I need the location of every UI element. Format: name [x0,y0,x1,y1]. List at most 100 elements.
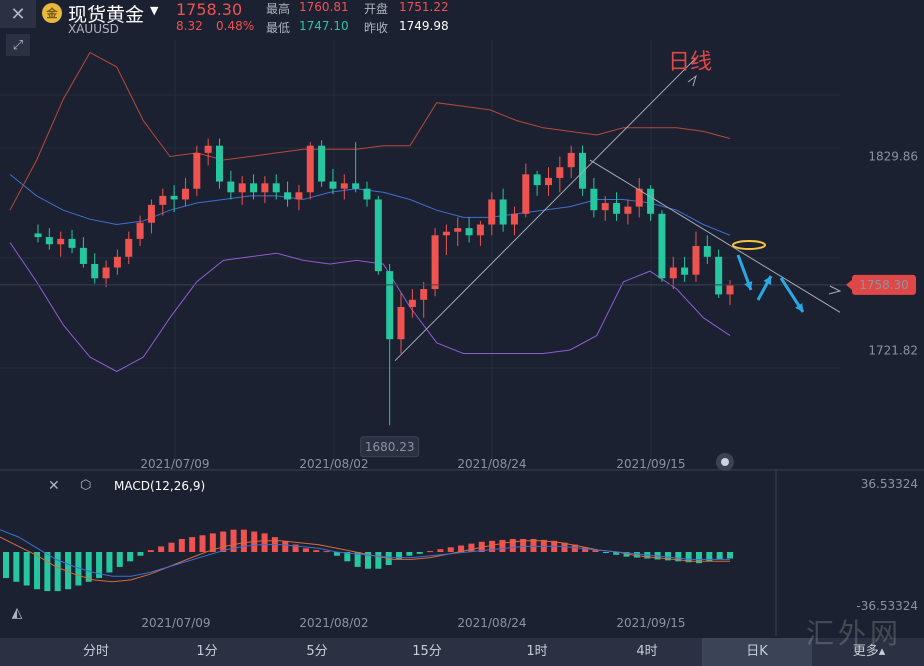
macd-histogram-bar [365,552,371,569]
macd-histogram-bar [520,538,527,552]
tab-4hour[interactable]: 4时 [636,644,658,659]
macd-date-axis-label: 2021/08/24 [457,616,526,630]
candle-body [601,203,609,211]
candle-body [204,145,212,153]
macd-histogram-bar [189,537,196,552]
candle-body [352,183,360,189]
tab-1hour[interactable]: 1时 [526,644,548,659]
macd-histogram-bar [75,552,82,586]
macd-histogram-bar [375,552,382,569]
candle-body [420,289,428,300]
macd-histogram-bar [106,552,113,573]
candle-body [193,152,201,189]
candle-body [272,183,280,193]
macd-histogram-bar [571,544,578,552]
macd-histogram-bar [499,539,506,552]
tab-15min[interactable]: 15分 [412,644,442,659]
candle-body [79,247,87,264]
gold-coin-icon: 金 [42,3,62,23]
macd-histogram-bar [302,548,309,552]
candle-body [613,203,621,214]
macd-histogram-bar [23,552,30,586]
macd-date-axis-label: 2021/09/15 [616,616,685,630]
settings-icon[interactable]: ⬡ [80,478,92,493]
candle-body [431,235,439,290]
candle-body [647,188,655,214]
macd-axis-min-label: -36.53324 [856,599,918,613]
prev-close-label: 昨收 [364,21,389,35]
macd-histogram-bar [44,552,51,592]
expand-button[interactable]: ⤢ [6,34,30,56]
indicator-icon[interactable]: ◭ [11,605,23,621]
tab-5min[interactable]: 5分 [306,644,328,659]
price-axis-label: 1829.86 [868,150,918,164]
macd-histogram-bar [333,552,340,556]
macd-histogram-bar [85,552,92,582]
price-axis-label: 1721.82 [868,343,918,357]
candle-body [45,237,53,245]
macd-histogram-bar [468,543,475,552]
candle-body [113,256,121,268]
macd-histogram-bar [396,552,403,560]
candle-body [284,192,292,200]
candle-body [522,174,530,214]
open-label: 开盘 [364,2,389,16]
candle-body [340,183,348,189]
candle-body [454,228,462,232]
candle-body [567,152,575,168]
macd-histogram-bar [65,552,72,590]
macd-histogram-bar [34,552,41,590]
uptrend-arrowhead [687,74,697,87]
macd-histogram-bar [633,552,640,558]
macd-histogram-bar [292,544,299,552]
expand-icon: ⤢ [12,37,24,53]
candle-body [170,195,178,200]
candle-body [556,167,564,178]
chevron-down-icon[interactable]: ▼ [150,4,159,17]
macd-histogram-bar [530,538,537,552]
symbol-code: XAUUSD [68,22,119,36]
macd-histogram-bar [695,552,702,564]
macd-histogram-bar [158,546,165,552]
macd-histogram-bar [489,540,496,552]
macd-histogram-bar [706,552,713,562]
candle-body [624,206,632,214]
macd-histogram-bar [623,552,630,557]
close-indicator-icon[interactable]: ✕ [48,478,60,494]
current-price-label: 1758.30 [859,278,909,292]
macd-histogram-bar [313,550,320,552]
candle-body [159,195,167,205]
timeframe-tab-bar: 分时 1分 5分 15分 1时 4时 日K 更多▴ [0,638,924,666]
symbol-name[interactable]: 现货黄金 [68,4,145,26]
candle-body [386,271,394,340]
macd-histogram-bar [323,551,330,553]
macd-histogram-bar [675,552,682,562]
tab-1min[interactable]: 1分 [196,644,218,659]
macd-histogram-bar [137,552,144,556]
downtrend-line [589,159,841,313]
macd-histogram-bar [96,552,103,579]
tab-intraday[interactable]: 分时 [82,644,109,659]
candle-body [658,213,666,279]
forecast-arrow-down-2-head [795,303,803,312]
candle-body [544,177,552,186]
macd-histogram-bar [178,538,185,552]
macd-histogram-bar [282,540,289,552]
candle-body [715,256,723,295]
macd-histogram-bar [447,547,454,552]
tab-daily[interactable]: 日K [702,638,812,666]
macd-histogram-bar [127,552,134,562]
tab-more[interactable]: 更多▴ [852,644,886,659]
candle-body [363,188,371,200]
macd-histogram-bar [3,552,9,579]
date-axis-label: 2021/09/15 [616,457,685,471]
candle-body [261,183,269,193]
macd-histogram-bar [716,552,723,560]
annotation-label: 日线 [668,50,713,75]
highlight-ellipse [732,240,766,250]
candle-body [57,238,65,245]
candle-body [510,213,518,225]
close-button[interactable]: ✕ [0,0,36,28]
macd-histogram-bar [613,552,620,555]
